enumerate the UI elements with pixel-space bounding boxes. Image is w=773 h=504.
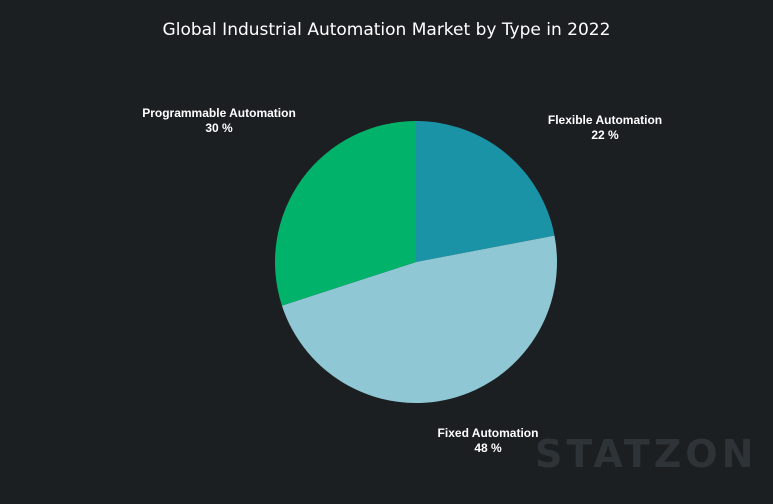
pie-slice-programmable-automation — [275, 121, 416, 306]
slice-label-fixed: Fixed Automation 48 % — [438, 426, 539, 456]
pie-slice-flexible-automation — [416, 121, 555, 262]
pie-slice-fixed-automation — [281, 235, 557, 404]
slice-value: 30 % — [205, 121, 233, 135]
slice-value: 48 % — [474, 441, 502, 455]
slice-label-flexible: Flexible Automation 22 % — [548, 113, 662, 143]
chart-title: Global Industrial Automation Market by T… — [162, 20, 611, 40]
slice-name: Flexible Automation — [547, 113, 663, 127]
statzon-watermark: STATZON — [535, 432, 758, 476]
slice-label-programmable: Programmable Automation 30 % — [142, 106, 296, 136]
slice-name: Fixed Automation — [437, 426, 539, 440]
slice-value: 22 % — [591, 128, 619, 142]
slice-name: Programmable Automation — [142, 106, 296, 120]
